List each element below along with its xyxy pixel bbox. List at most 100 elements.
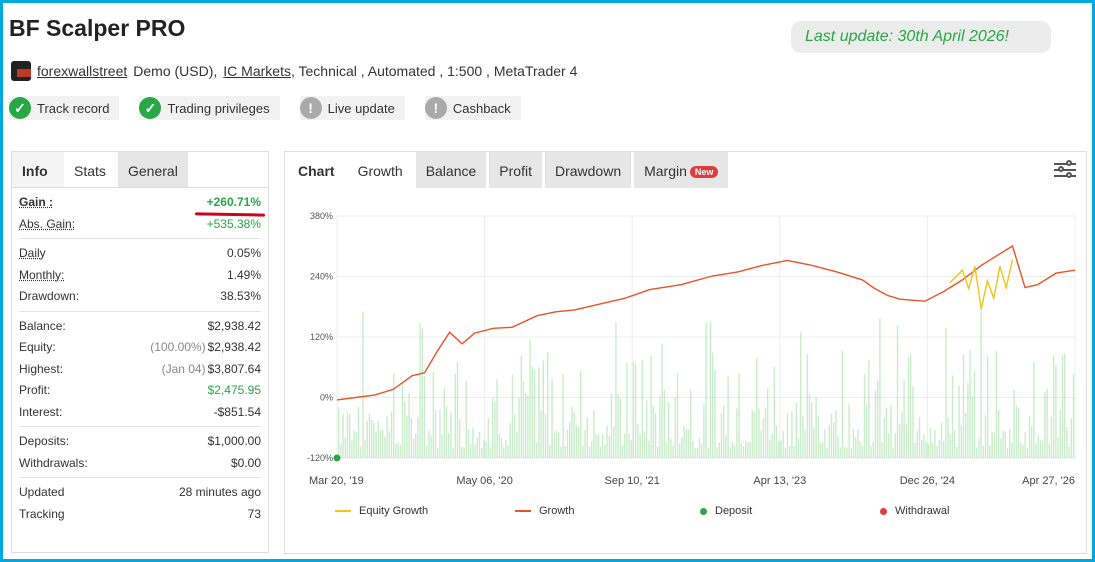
volume-bar [896,325,899,458]
volume-bar [916,430,918,458]
volume-bar [989,444,991,458]
volume-bar [694,447,696,458]
volume-bar [386,416,388,458]
tab-balance[interactable]: Balance [415,152,487,188]
volume-bar [817,415,819,458]
monthly-label[interactable]: Monthly: [19,267,65,282]
volume-bar [1050,416,1053,458]
volume-bar [1053,356,1055,458]
volume-bar [899,424,901,458]
volume-bar [368,413,371,458]
volume-bar [551,378,553,458]
volume-bar [443,388,445,458]
volume-bar [679,443,681,458]
user-avatar[interactable] [11,61,31,81]
volume-bar [984,415,987,458]
volume-bar [395,443,397,458]
volume-bar [364,439,366,458]
withdrawals-label: Withdrawals: [19,455,88,470]
volume-bar [674,397,676,458]
tab-stats[interactable]: Stats [64,152,118,187]
volume-bar [401,381,404,458]
volume-bar [375,432,377,458]
volume-bar [912,386,914,458]
volume-bar [934,429,936,458]
volume-bar [1017,407,1020,458]
volume-bar [663,389,665,458]
tab-drawdown[interactable]: Drawdown [544,152,632,188]
volume-bar [639,433,641,458]
volume-bar [428,430,430,458]
volume-bar [826,447,828,458]
volume-bar [1044,392,1046,458]
volume-bar [527,395,529,458]
volume-bar [575,425,577,458]
volume-bar [877,380,879,458]
badge-trading-privileges[interactable]: ✓ Trading privileges [139,96,280,120]
volume-bar [712,352,714,458]
tab-growth[interactable]: Growth [347,152,413,188]
app-frame: BF Scalper PRO Last update: 30th April 2… [3,3,1092,559]
user-link[interactable]: forexwallstreet [37,63,128,79]
volume-bar [742,446,745,458]
tab-margin[interactable]: Margin New [634,152,729,188]
legend-equity-growth[interactable]: Equity Growth [335,505,428,517]
volume-bar [795,402,797,458]
new-badge: New [689,166,719,178]
volume-bar [714,369,716,458]
volume-bar [923,434,925,458]
volume-bar [780,440,782,458]
volume-bar [456,361,459,458]
tab-info[interactable]: Info [12,152,64,187]
volume-bar [338,406,340,458]
gain-label[interactable]: Gain : [19,195,54,209]
badge-live-update[interactable]: ! Live update [299,96,405,120]
volume-bar [511,374,514,458]
volume-bar [619,398,621,458]
gain-group: Gain : +260.71% Abs. Gain: +535.38% [19,188,261,239]
tab-profit[interactable]: Profit [489,152,542,188]
volume-bar [412,438,415,458]
volume-bar [630,440,632,458]
broker-link[interactable]: IC Markets [223,63,291,79]
volume-bar [503,447,505,458]
stat-gain: Gain : +260.71% [19,192,261,214]
volume-bar [558,432,560,458]
interest-label: Interest: [19,404,63,419]
volume-bar [340,443,342,458]
tab-general[interactable]: General [118,152,188,187]
stat-withdrawals: Withdrawals: $0.00 [19,453,261,475]
volume-bar [698,438,701,458]
volume-bar [859,441,861,458]
chart-settings-icon[interactable] [1054,160,1076,180]
volume-bar [1015,405,1017,458]
daily-label[interactable]: Daily [19,246,46,260]
badge-track-record[interactable]: ✓ Track record [9,96,120,120]
volume-bar [883,418,885,458]
legend-withdrawal[interactable]: Withdrawal [880,505,949,517]
volume-bar [450,412,452,458]
abs-gain-label[interactable]: Abs. Gain: [19,216,76,231]
equity-label: Equity: [19,340,56,354]
withdrawals-value: $0.00 [230,455,261,470]
volume-bar [1042,440,1044,458]
badge-cashback[interactable]: ! Cashback [424,96,521,120]
growth-chart: 380% 240% 120% 0% -120% Mar 20, '19 May 06, '2… [307,211,1076,487]
volume-bar [720,412,723,458]
legend-growth[interactable]: Growth [515,505,574,517]
volume-bar [604,444,606,458]
legend-deposit[interactable]: Deposit [700,505,752,517]
volume-bar [492,397,494,458]
volume-bar [472,427,474,458]
volume-bar [518,398,520,458]
volume-bar [775,426,778,458]
volume-bar [881,441,883,458]
volume-bar [901,411,903,458]
volume-bar [993,432,995,458]
volume-bar [958,385,960,458]
exclamation-icon: ! [299,97,322,119]
tab-chart[interactable]: Chart [285,152,345,188]
volume-bar [353,430,355,458]
legend-label: Deposit [715,505,753,517]
volume-bar [943,440,945,458]
